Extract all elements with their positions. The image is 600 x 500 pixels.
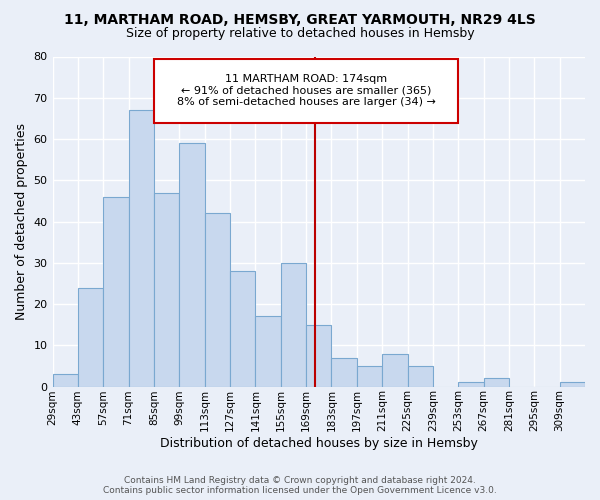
FancyBboxPatch shape <box>154 58 458 122</box>
Bar <box>179 143 205 386</box>
Text: 11, MARTHAM ROAD, HEMSBY, GREAT YARMOUTH, NR29 4LS: 11, MARTHAM ROAD, HEMSBY, GREAT YARMOUTH… <box>64 12 536 26</box>
Bar <box>407 366 433 386</box>
Bar <box>382 354 407 386</box>
Bar <box>306 324 331 386</box>
Bar <box>281 263 306 386</box>
Bar <box>484 378 509 386</box>
Bar <box>560 382 585 386</box>
Bar <box>78 288 103 386</box>
Y-axis label: Number of detached properties: Number of detached properties <box>15 123 28 320</box>
Text: Size of property relative to detached houses in Hemsby: Size of property relative to detached ho… <box>125 28 475 40</box>
Bar <box>103 197 128 386</box>
Bar <box>205 214 230 386</box>
Text: Contains HM Land Registry data © Crown copyright and database right 2024.
Contai: Contains HM Land Registry data © Crown c… <box>103 476 497 495</box>
Text: 11 MARTHAM ROAD: 174sqm
← 91% of detached houses are smaller (365)
8% of semi-de: 11 MARTHAM ROAD: 174sqm ← 91% of detache… <box>176 74 436 107</box>
Bar <box>230 271 256 386</box>
Bar <box>357 366 382 386</box>
Bar <box>331 358 357 386</box>
Bar <box>154 192 179 386</box>
Bar <box>256 316 281 386</box>
Bar <box>53 374 78 386</box>
X-axis label: Distribution of detached houses by size in Hemsby: Distribution of detached houses by size … <box>160 437 478 450</box>
Bar <box>128 110 154 386</box>
Bar <box>458 382 484 386</box>
